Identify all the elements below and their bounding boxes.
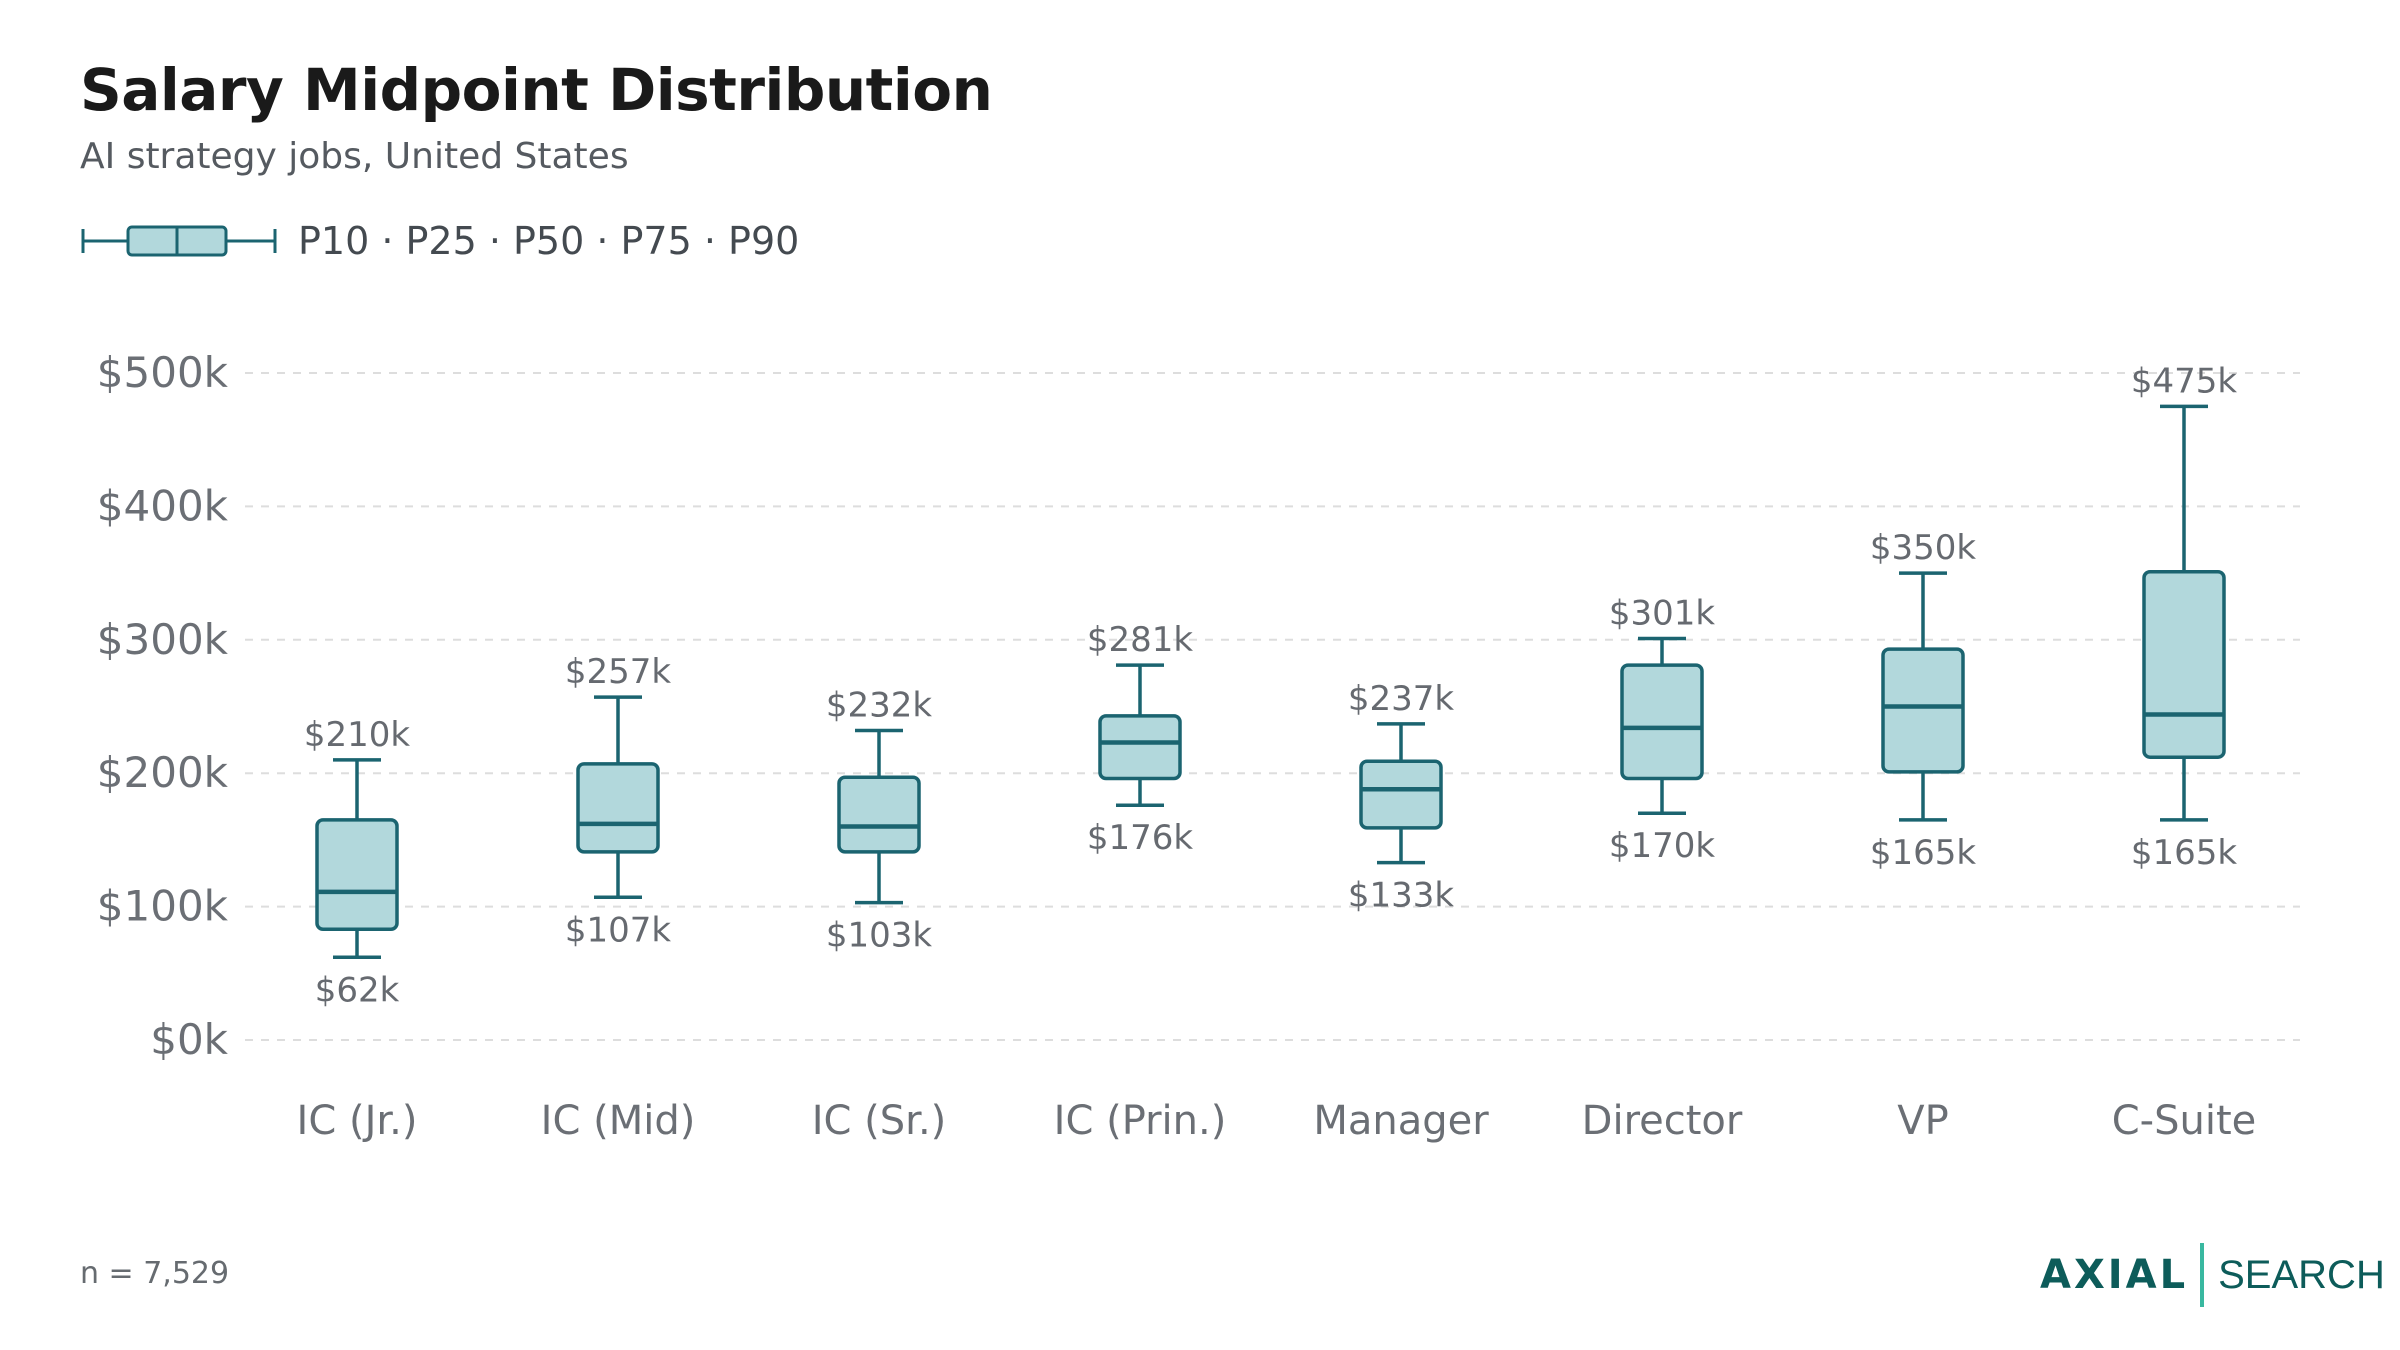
box-3 [837, 728, 921, 905]
boxes [315, 404, 2226, 960]
p90-label: $301k [1609, 593, 1716, 633]
value-labels: $210k $62k $257k $107k $232k $103k $281k $176k $… [304, 361, 2238, 1010]
iqr-box [1098, 714, 1182, 781]
x-tick-label: Director [1582, 1098, 1743, 1144]
y-tick-label: $500k [97, 348, 229, 397]
x-axis-ticks: IC (Jr.) IC (Mid) IC (Sr.) IC (Prin.) Manage… [297, 1098, 2257, 1144]
legend: P10 · P25 · P50 · P75 · P90 [80, 214, 799, 268]
box-4 [1098, 663, 1182, 807]
p90-label: $237k [1348, 679, 1455, 719]
iqr-box [576, 762, 660, 854]
box-1 [315, 758, 399, 960]
iqr-box [315, 818, 399, 932]
x-tick-label: IC (Prin.) [1054, 1098, 1227, 1144]
p90-label: $257k [565, 652, 672, 692]
brand-name-light: SEARCH [2218, 1252, 2385, 1297]
p10-label: $62k [315, 970, 400, 1010]
iqr-box [1881, 647, 1965, 774]
sample-size-note: n = 7,529 [80, 1256, 230, 1291]
p90-label: $475k [2131, 361, 2238, 401]
p10-label: $133k [1348, 876, 1455, 916]
x-tick-label: IC (Mid) [541, 1098, 696, 1144]
box-7 [1881, 571, 1965, 822]
p10-label: $170k [1609, 826, 1716, 866]
box-5 [1359, 722, 1443, 865]
chart-title: Salary Midpoint Distribution [80, 56, 993, 124]
boxplot-legend-icon [81, 225, 277, 257]
brand-name-bold: AXIAL [2040, 1252, 2189, 1298]
x-tick-label: VP [1897, 1098, 1948, 1144]
x-tick-label: IC (Jr.) [297, 1098, 418, 1144]
brand-logo: AXIAL SEARCH [2040, 1240, 2385, 1310]
x-tick-label: C-Suite [2112, 1098, 2257, 1144]
iqr-box [1359, 759, 1443, 830]
y-tick-label: $300k [97, 615, 229, 664]
p90-label: $281k [1087, 620, 1194, 660]
box-8 [2142, 404, 2226, 822]
grid-lines [245, 372, 2300, 1041]
p10-label: $103k [826, 916, 933, 956]
y-tick-label: $400k [97, 481, 229, 530]
p10-label: $165k [2131, 833, 2238, 873]
iqr-box [837, 775, 921, 854]
x-tick-label: Manager [1313, 1098, 1489, 1144]
brand-divider [2200, 1243, 2205, 1307]
y-tick-label: $0k [150, 1015, 228, 1064]
y-axis-ticks: $0k $100k $200k $300k $400k $500k [97, 348, 229, 1064]
box-6 [1620, 636, 1704, 815]
p90-label: $210k [304, 715, 411, 755]
y-tick-label: $200k [97, 748, 229, 797]
iqr-box [1620, 663, 1704, 781]
legend-label: P10 · P25 · P50 · P75 · P90 [298, 219, 800, 263]
p10-label: $107k [565, 910, 672, 950]
y-tick-label: $100k [97, 882, 229, 931]
p10-label: $176k [1087, 818, 1194, 858]
p90-label: $232k [826, 686, 933, 726]
p90-label: $350k [1870, 528, 1977, 568]
x-tick-label: IC (Sr.) [812, 1098, 947, 1144]
iqr-box [2142, 570, 2226, 759]
p10-label: $165k [1870, 833, 1977, 873]
box-2 [576, 695, 660, 900]
chart-subtitle: AI strategy jobs, United States [80, 136, 629, 177]
